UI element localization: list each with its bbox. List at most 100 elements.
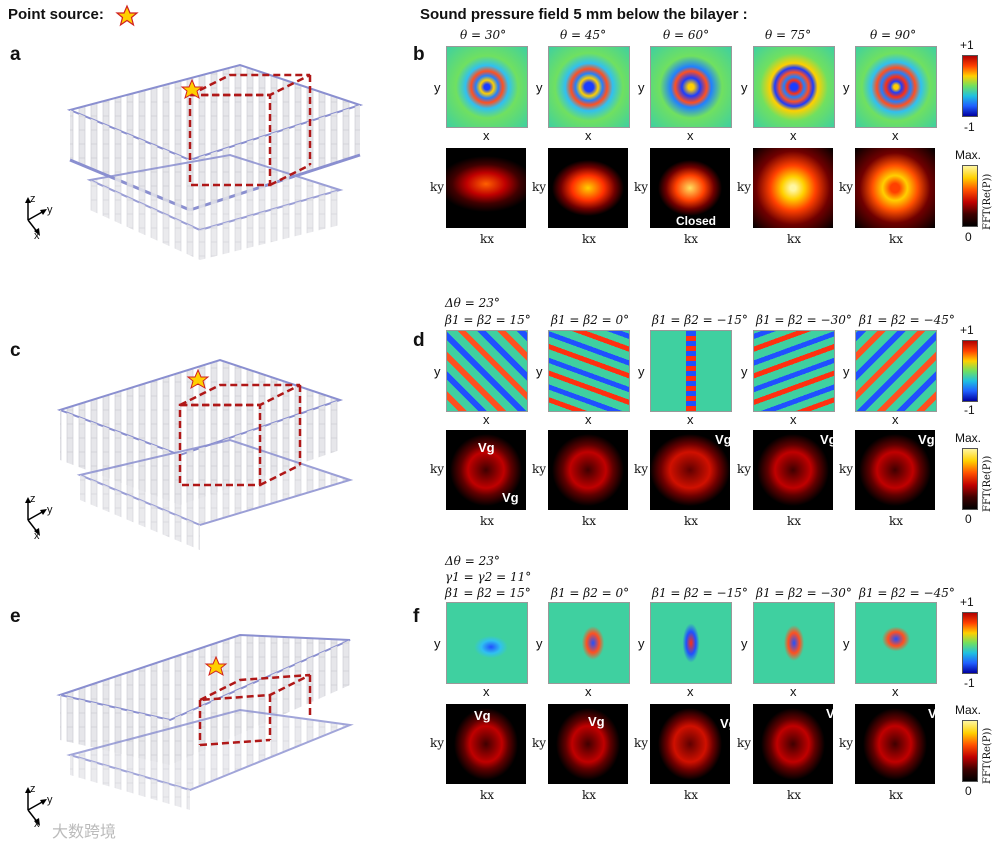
axes-3d-icon-e: [25, 787, 47, 826]
ky-label-b3: ky: [634, 180, 649, 194]
field-map-b4: [753, 46, 835, 128]
colorbar-field-d-top: +1: [960, 323, 974, 337]
axis-x-label-c: x: [34, 530, 40, 542]
colorbar-fft-f-label: FFT(Re(P)): [982, 727, 993, 784]
ky-label-f2: ky: [532, 736, 547, 750]
x-label-b2: x: [585, 128, 592, 143]
y-label-f4: y: [741, 636, 748, 651]
kx-label-d3: kx: [684, 514, 699, 528]
axis-y-label-a: y: [47, 204, 53, 216]
colorbar-fft-b-top: Max.: [955, 148, 982, 162]
fft-map-d4: [753, 430, 833, 510]
field-map-d1: [446, 330, 528, 412]
beta-label-f4: β1 = β2 = −30°: [756, 586, 852, 600]
x-label-f4: x: [790, 684, 797, 699]
fft-map-f5: [855, 704, 935, 784]
ky-label-b2: ky: [532, 180, 547, 194]
y-label-b2: y: [536, 80, 543, 95]
colorbar-field-d-bottom: -1: [964, 403, 975, 417]
field-map-b5: [855, 46, 937, 128]
y-label-f5: y: [843, 636, 850, 651]
beta-label-d4: β1 = β2 = −30°: [756, 313, 852, 327]
beta-label-d5: β1 = β2 = −45°: [859, 313, 955, 327]
y-label-d2: y: [536, 364, 543, 379]
ky-label-f3: ky: [634, 736, 649, 750]
axis-y-label-c: y: [47, 504, 53, 516]
colorbar-field-f: [962, 612, 978, 674]
theta-label-4: θ = 75°: [765, 28, 812, 42]
y-label-b1: y: [434, 80, 441, 95]
x-label-d3: x: [687, 412, 694, 427]
ky-label-b4: ky: [737, 180, 752, 194]
kx-label-b2: kx: [582, 232, 597, 246]
kx-label-f2: kx: [582, 788, 597, 802]
field-map-b2: [548, 46, 630, 128]
beta-label-d3: β1 = β2 = −15°: [652, 313, 748, 327]
beta-label-f5: β1 = β2 = −45°: [859, 586, 955, 600]
fft-map-b5: [855, 148, 935, 228]
kx-label-f4: kx: [787, 788, 802, 802]
fft-map-b3: Closed: [650, 148, 730, 228]
fft-map-b1: [446, 148, 526, 228]
kx-label-b1: kx: [480, 232, 495, 246]
beta-label-f3: β1 = β2 = −15°: [652, 586, 748, 600]
field-map-f5: [855, 602, 937, 684]
theta-label-5: θ = 90°: [870, 28, 917, 42]
panel-label-a: a: [10, 44, 21, 65]
kx-label-b5: kx: [889, 232, 904, 246]
axes-3d-icon-a: [25, 197, 47, 236]
beta-label-f2: β1 = β2 = 0°: [551, 586, 630, 600]
star-icon: [115, 4, 139, 27]
x-label-d2: x: [585, 412, 592, 427]
x-label-b5: x: [892, 128, 899, 143]
y-label-f3: y: [638, 636, 645, 651]
colorbar-field-b-top: +1: [960, 38, 974, 52]
vg-label-f2: Vg: [588, 714, 605, 729]
field-title: Sound pressure field 5 mm below the bila…: [420, 6, 748, 23]
beta-label-d2: β1 = β2 = 0°: [551, 313, 630, 327]
ky-label-f4: ky: [737, 736, 752, 750]
colorbar-field-b: [962, 55, 978, 117]
colorbar-fft-d-bottom: 0: [965, 512, 972, 526]
field-map-b1: [446, 46, 528, 128]
vg-label-f4: Vg: [826, 706, 843, 721]
beta-label-d1: β1 = β2 = 15°: [445, 313, 531, 327]
ky-label-b5: ky: [839, 180, 854, 194]
x-label-f1: x: [483, 684, 490, 699]
fft-map-f4: [753, 704, 833, 784]
field-map-f1: [446, 602, 528, 684]
x-label-d1: x: [483, 412, 490, 427]
y-label-d1: y: [434, 364, 441, 379]
y-label-f1: y: [434, 636, 441, 651]
kx-label-d1: kx: [480, 514, 495, 528]
fft-map-d5: [855, 430, 935, 510]
bilayer-illustration-c: [56, 358, 354, 550]
kx-label-d5: kx: [889, 514, 904, 528]
fft-map-f1: [446, 704, 526, 784]
colorbar-fft-b-label: FFT(Re(P)): [982, 173, 993, 230]
vg-label-f5: Vg: [928, 706, 945, 721]
colorbar-fft-f-top: Max.: [955, 703, 982, 717]
bilayer-illustration-a: [66, 63, 364, 260]
ky-label-d1: ky: [430, 462, 445, 476]
y-label-d4: y: [741, 364, 748, 379]
colorbar-fft-f-bottom: 0: [965, 784, 972, 798]
vg-label-d1b: Vg: [502, 490, 519, 505]
axis-y-label-e: y: [47, 794, 53, 806]
theta-label-2: θ = 45°: [560, 28, 607, 42]
fft-map-b2: [548, 148, 628, 228]
panel-label-c: c: [10, 340, 21, 361]
field-map-d4: [753, 330, 835, 412]
point-source-label: Point source:: [8, 6, 104, 23]
y-label-f2: y: [536, 636, 543, 651]
ky-label-d3: ky: [634, 462, 649, 476]
kx-label-d4: kx: [787, 514, 802, 528]
vg-label-f1: Vg: [474, 708, 491, 723]
fft-map-f2: [548, 704, 628, 784]
colorbar-fft-f: [962, 720, 978, 782]
fft-map-d1: [446, 430, 526, 510]
kx-label-d2: kx: [582, 514, 597, 528]
theta-label-3: θ = 60°: [663, 28, 710, 42]
vg-label-d3: Vg: [715, 432, 732, 447]
colorbar-fft-d: [962, 448, 978, 510]
